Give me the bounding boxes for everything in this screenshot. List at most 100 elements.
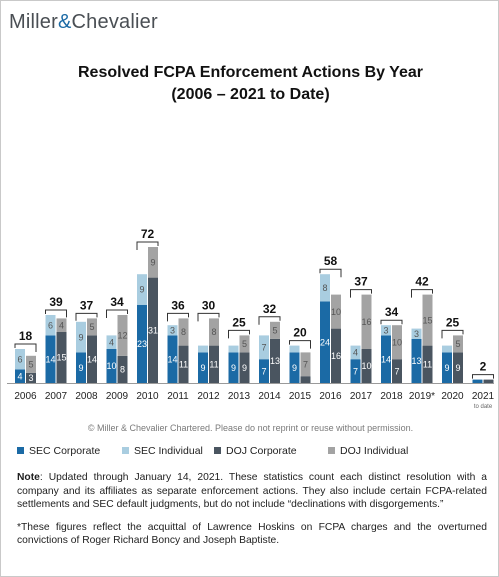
- bar-segment: [453, 352, 463, 383]
- bar-segment: [148, 277, 158, 383]
- bar-segment: [26, 372, 36, 383]
- bar-value-label: 15: [56, 353, 66, 363]
- bar-value-label: 9: [231, 363, 236, 373]
- category-subnote: to date: [474, 404, 493, 410]
- legend-swatch: [214, 447, 221, 454]
- footnote-paragraph: *These figures reflect the acquittal of …: [17, 521, 487, 547]
- bar-segment: [137, 304, 147, 383]
- bar-segment: [178, 318, 189, 346]
- legend-swatch: [328, 447, 335, 454]
- bar-value-label: 8: [322, 283, 327, 293]
- bar-segment: [137, 274, 147, 305]
- bar-segment: [56, 318, 67, 332]
- total-bracket: [14, 343, 37, 352]
- bar-segment: [15, 369, 25, 383]
- total-label: 34: [385, 305, 399, 319]
- total-label: 25: [446, 315, 460, 329]
- category-label: 2009: [106, 391, 129, 402]
- category-label: 2006: [14, 391, 37, 402]
- bar-segment: [26, 355, 36, 373]
- bar-segment: [45, 335, 56, 383]
- brand-right: Chevalier: [71, 11, 158, 33]
- stacked-bar-chart: 4635182006146154392007991453720081048123…: [7, 227, 495, 410]
- total-bracket: [45, 309, 67, 318]
- bar-value-label: 10: [106, 361, 116, 371]
- bar-value-label: 16: [361, 317, 371, 327]
- category-label: 2010: [136, 391, 159, 402]
- bar-segment: [259, 359, 269, 383]
- bar-value-label: 11: [209, 360, 218, 370]
- bar-segment: [381, 325, 391, 336]
- bar-value-label: 4: [59, 320, 64, 330]
- bar-value-label: 7: [261, 366, 266, 376]
- legend-label: SEC Individual: [134, 445, 203, 457]
- bar-segment: [411, 328, 422, 339]
- note-label: Note: [17, 472, 40, 483]
- legend-swatch: [122, 447, 129, 454]
- bar-value-label: 14: [45, 354, 55, 364]
- bar-value-label: 10: [392, 337, 402, 347]
- bar-segment: [167, 335, 178, 383]
- total-label: 37: [354, 275, 368, 289]
- bar-value-label: 7: [353, 366, 358, 376]
- category-label: 2012: [197, 391, 220, 402]
- bar-value-label: 23: [137, 339, 147, 349]
- chart-title: Resolved FCPA Enforcement Actions By Yea…: [1, 62, 498, 106]
- bar-segment: [117, 315, 128, 356]
- bar-segment: [350, 345, 361, 360]
- total-label: 39: [49, 295, 63, 309]
- bar-segment: [45, 315, 56, 336]
- bar-segment: [350, 359, 361, 383]
- bar-value-label: 11: [423, 360, 432, 370]
- total-label: 72: [141, 227, 155, 241]
- bar-value-label: 8: [211, 327, 216, 337]
- total-label: 37: [80, 298, 94, 312]
- total-label: 2: [480, 360, 487, 374]
- bar-value-label: 5: [242, 339, 247, 349]
- bar-value-label: 9: [444, 363, 449, 373]
- bar-segment: [87, 318, 97, 336]
- notes-section: Note: Updated through January 14, 2021. …: [17, 471, 487, 557]
- bar-segment: [442, 345, 452, 353]
- total-bracket: [380, 319, 403, 325]
- bar-segment: [392, 325, 402, 360]
- bar-value-label: 9: [139, 285, 144, 295]
- bar-value-label: 6: [17, 354, 22, 364]
- bar-value-label: 24: [320, 337, 330, 347]
- chart-title-line2: (2006 – 2021 to Date): [171, 86, 330, 103]
- bar-segment: [167, 325, 178, 336]
- bar-value-label: 5: [455, 339, 460, 349]
- bar-value-label: 12: [117, 331, 127, 341]
- category-label: 2017: [350, 391, 373, 402]
- bar-value-label: 7: [394, 366, 399, 376]
- bar-value-label: 5: [89, 322, 94, 332]
- total-bracket: [197, 312, 220, 322]
- bar-value-label: 10: [361, 361, 371, 371]
- total-bracket: [411, 289, 433, 298]
- brand-left: Miller: [9, 11, 58, 33]
- total-label: 32: [263, 302, 277, 316]
- bar-value-label: 9: [200, 363, 205, 373]
- bar-value-label: 13: [270, 356, 280, 366]
- bar-segment: [117, 355, 128, 383]
- copyright-notice: © Miller & Chevalier Chartered. Please d…: [87, 423, 414, 433]
- bar-value-label: 9: [455, 363, 460, 373]
- legend-label: DOJ Individual: [340, 445, 409, 457]
- bar-value-label: 3: [170, 326, 175, 336]
- bar-segment: [320, 274, 330, 302]
- total-bracket: [106, 309, 128, 318]
- bar-segment: [228, 345, 239, 353]
- bar-segment: [209, 318, 219, 346]
- bar-segment: [411, 338, 422, 383]
- bar-segment: [76, 321, 86, 353]
- bar-segment: [483, 379, 494, 383]
- total-bracket: [136, 241, 159, 250]
- total-label: 34: [110, 295, 124, 309]
- brand-logo: Miller&Chevalier: [9, 11, 158, 34]
- note-paragraph: Note: Updated through January 14, 2021. …: [17, 471, 487, 512]
- bar-segment: [472, 379, 483, 383]
- bar-segment: [239, 335, 250, 353]
- bar-value-label: 9: [78, 332, 83, 342]
- category-label: 2021: [472, 391, 495, 402]
- total-bracket: [319, 268, 342, 278]
